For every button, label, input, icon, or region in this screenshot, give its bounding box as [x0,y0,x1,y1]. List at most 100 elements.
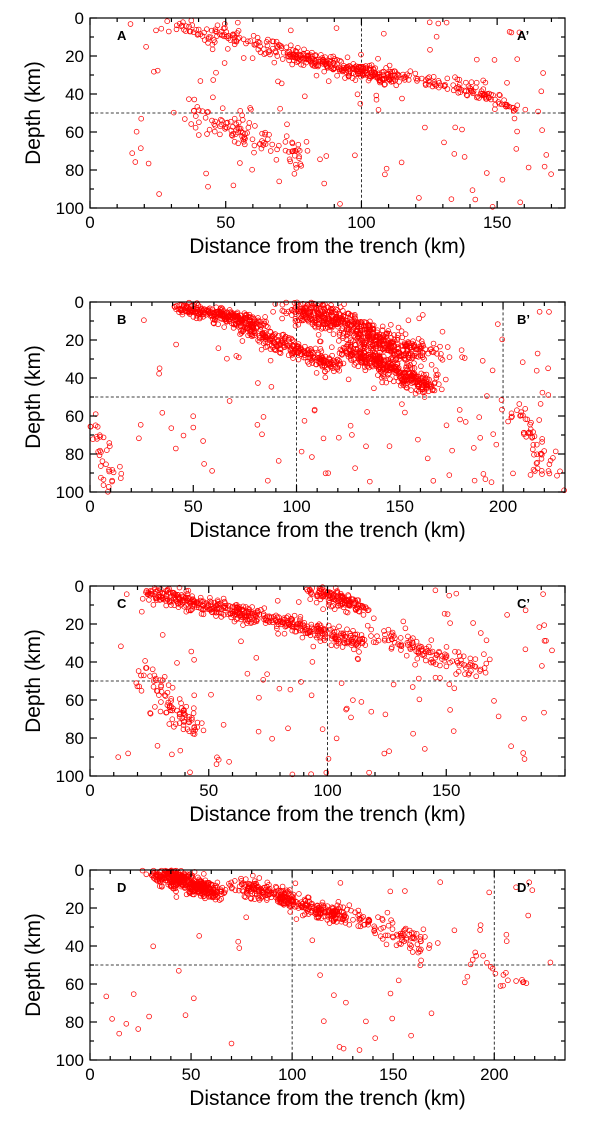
hypocenter-point [189,22,195,28]
hypocenter-point [386,76,392,82]
hypocenter-point [345,376,352,383]
hypocenter-point [194,602,201,609]
hypocenter-point [418,957,424,964]
hypocenter-point [469,957,476,963]
hypocenter-point [330,357,337,364]
hypocenter-point [93,433,100,440]
hypocenter-point [342,75,348,81]
hypocenter-point [349,432,355,438]
hypocenter-point [522,416,529,422]
hypocenter-point [104,447,110,453]
hypocenter-point [106,468,112,475]
hypocenter-point [301,306,307,313]
hypocenter-point [260,611,267,617]
hypocenter-point [413,353,420,359]
hypocenter-point [455,84,462,90]
hypocenter-point [142,658,148,664]
hypocenter-point [380,68,387,75]
hypocenter-point [151,68,157,75]
hypocenter-point [384,330,390,337]
hypocenter-point [313,599,320,606]
hypocenter-point [481,651,487,657]
hypocenter-point [333,315,340,322]
section-start-label: C [117,596,127,611]
hypocenter-point [143,871,150,878]
hypocenter-point [330,66,336,73]
y-tick-label: 80 [65,445,84,464]
hypocenter-point [442,81,448,88]
hypocenter-point [552,448,559,455]
hypocenter-point [168,602,174,608]
hypocenter-point [149,666,156,673]
hypocenter-point [378,374,385,381]
hypocenter-point [158,25,165,32]
hypocenter-point [307,346,314,352]
hypocenter-point [387,888,394,895]
hypocenter-point [193,315,200,322]
hypocenter-point [349,349,355,355]
hypocenter-point [376,360,382,366]
y-tick-label: 60 [65,123,84,142]
hypocenter-point [311,355,317,361]
hypocenter-point [499,336,505,343]
hypocenter-point [308,692,315,699]
hypocenter-point [538,468,545,474]
hypocenter-point [264,671,270,677]
hypocenter-point [118,475,124,481]
hypocenter-point [304,148,311,154]
hypocenter-point [244,130,250,136]
hypocenter-point [202,115,209,121]
hypocenter-point [197,78,204,84]
x-tick-label: 50 [216,213,235,232]
hypocenter-point [368,708,375,715]
hypocenter-point [401,356,408,363]
hypocenter-point [279,883,286,890]
hypocenter-point [212,118,218,125]
hypocenter-point [382,365,389,371]
hypocenter-point [390,350,397,356]
hypocenter-point [171,303,178,310]
hypocenter-point [539,436,545,442]
hypocenter-point [514,407,520,413]
hypocenter-point [435,20,442,27]
hypocenter-point [436,381,442,387]
y-tick-label: 80 [65,1013,84,1032]
hypocenter-point [390,378,397,385]
hypocenter-point [473,673,479,680]
hypocenter-point [210,94,216,101]
hypocenter-point [376,342,382,348]
hypocenter-point [259,431,265,438]
hypocenter-point [288,335,294,342]
hypocenter-point [219,305,226,312]
hypocenter-point [397,635,404,641]
hypocenter-point [521,756,528,762]
hypocenter-point [270,38,277,45]
hypocenter-point [240,117,246,123]
hypocenter-point [267,329,274,335]
hypocenter-point [208,691,214,698]
hypocenter-point [191,598,198,605]
y-tick-label: 40 [65,369,84,388]
hypocenter-point [386,62,393,69]
hypocenter-point [284,342,290,349]
hypocenter-point [238,128,244,135]
hypocenter-point [243,914,249,921]
hypocenter-point [138,688,145,694]
section-end-label: A’ [517,28,529,43]
hypocenter-point [231,41,238,48]
y-tick-label: 100 [56,1051,84,1070]
hypocenter-point [461,87,468,94]
hypocenter-point [212,311,218,318]
hypocenter-point [443,663,450,670]
hypocenter-point [528,419,534,426]
hypocenter-point [276,178,282,185]
hypocenter-point [527,430,533,436]
hypocenter-point [269,45,276,52]
hypocenter-point [438,82,444,89]
hypocenter-point [370,73,376,79]
x-tick-label: 150 [386,497,414,516]
hypocenter-point [422,746,428,752]
hypocenter-point [285,308,292,315]
hypocenter-point [226,398,233,404]
hypocenter-point [172,597,179,603]
